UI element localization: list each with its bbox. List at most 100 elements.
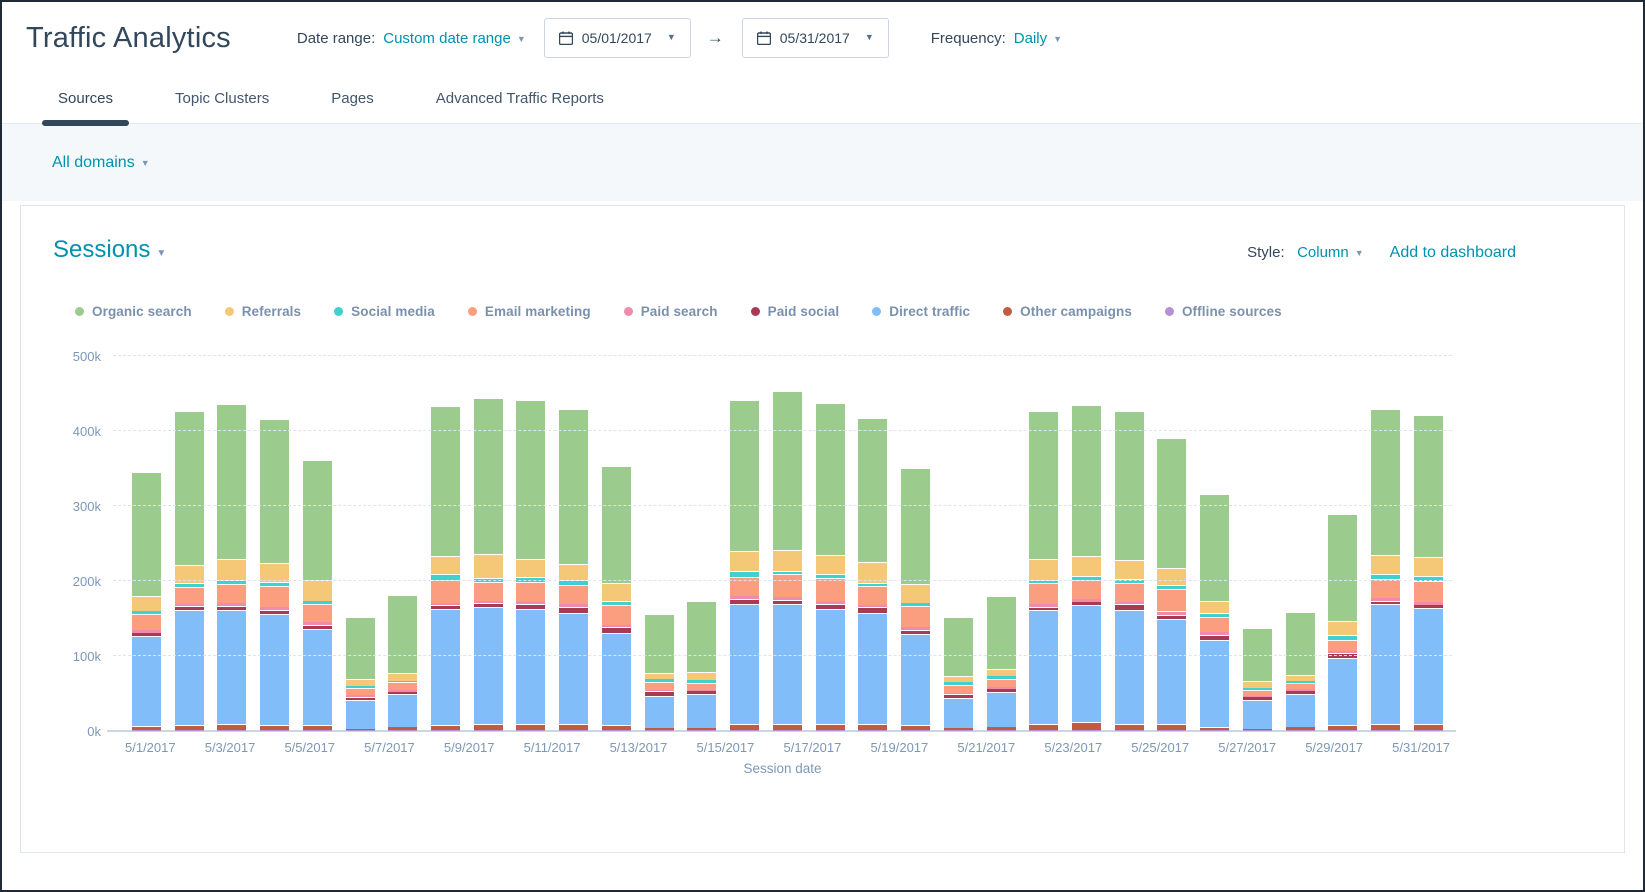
stacked-bar-5/22/2017[interactable] (1029, 410, 1059, 731)
bar-segment-paid-search (1242, 695, 1272, 698)
legend-item-other-campaigns[interactable]: Other campaigns (1003, 304, 1132, 319)
legend-item-direct-traffic[interactable]: Direct traffic (872, 304, 970, 319)
stacked-bar-5/15/2017[interactable] (730, 400, 760, 731)
stacked-bar-5/21/2017[interactable] (986, 596, 1016, 731)
stacked-bar-5/25/2017[interactable] (1157, 437, 1187, 731)
stacked-bar-5/26/2017[interactable] (1200, 494, 1230, 731)
bar-segment-direct-traffic (730, 603, 760, 725)
stacked-bar-5/28/2017[interactable] (1285, 611, 1315, 731)
stacked-bar-5/12/2017[interactable] (601, 466, 631, 731)
stacked-bar-5/17/2017[interactable] (815, 402, 845, 731)
stacked-bar-5/7/2017[interactable] (388, 595, 418, 731)
stacked-bar-5/8/2017[interactable] (431, 406, 460, 731)
bar-segment-offline-sources (986, 730, 1016, 731)
bar-segment-organic-search (1413, 415, 1443, 557)
legend-item-organic-search[interactable]: Organic search (75, 304, 192, 319)
sessions-chart: 0k 100k 200k 300k 400k 500k 5/1/2017 5/3/2017 5… (73, 337, 1456, 776)
stacked-bar-5/24/2017[interactable] (1114, 410, 1144, 731)
bar-segment-social-media (131, 611, 161, 614)
bar-segment-offline-sources (260, 730, 290, 731)
stacked-bar-5/6/2017[interactable] (345, 617, 375, 731)
bar-segment-paid-search (687, 689, 717, 692)
date-range-dropdown[interactable]: Custom date range ▼ (383, 30, 526, 47)
stacked-bar-5/19/2017[interactable] (901, 467, 931, 731)
style-dropdown[interactable]: Column ▼ (1297, 244, 1364, 261)
x-tick-label (1015, 740, 1044, 755)
stacked-bar-5/2/2017[interactable] (174, 410, 204, 731)
bar-cell (809, 337, 852, 731)
x-tick-label: 5/31/2017 (1392, 740, 1450, 755)
x-tick-label: 5/21/2017 (957, 740, 1016, 755)
sessions-metric-dropdown[interactable]: Sessions ▼ (53, 236, 166, 264)
bar-segment-offline-sources (302, 730, 332, 731)
legend-item-referrals[interactable]: Referrals (224, 304, 301, 319)
bar-segment-referrals (901, 584, 931, 603)
all-domains-dropdown[interactable]: All domains ▼ (52, 154, 150, 172)
bar-segment-email-marketing (687, 683, 717, 690)
bar-segment-paid-search (986, 686, 1016, 689)
legend-item-paid-search[interactable]: Paid search (623, 304, 718, 319)
stacked-bar-5/14/2017[interactable] (687, 601, 717, 731)
bar-segment-paid-search (901, 626, 931, 630)
y-tick-label: 200k (72, 574, 101, 589)
stacked-bar-5/13/2017[interactable] (644, 614, 674, 731)
bar-segment-paid-social (644, 691, 674, 696)
bar-segment-referrals (1029, 558, 1059, 580)
bar-segment-referrals (687, 671, 717, 680)
bar-segment-other-campaigns (1371, 723, 1401, 731)
all-domains-value: All domains (52, 153, 135, 171)
bar-segment-organic-search (131, 471, 161, 596)
legend-item-paid-social[interactable]: Paid social (750, 304, 840, 319)
bar-segment-email-marketing (345, 688, 375, 695)
bar-segment-paid-social (730, 599, 760, 604)
start-date-picker[interactable]: 05/01/2017 ▼ (543, 18, 691, 58)
chart-plot-area: 0k 100k 200k 300k 400k 500k (73, 337, 1456, 739)
bar-cell (510, 337, 553, 731)
tab-advanced-traffic-reports[interactable]: Advanced Traffic Reports (435, 90, 604, 107)
x-tick-label (1363, 740, 1392, 755)
legend-label: Offline sources (1181, 304, 1282, 319)
tab-pages[interactable]: Pages (331, 90, 374, 107)
stacked-bar-5/4/2017[interactable] (260, 419, 290, 731)
bar-cell (894, 337, 937, 731)
bar-segment-referrals (772, 550, 802, 571)
legend-item-offline-sources[interactable]: Offline sources (1164, 304, 1282, 319)
stacked-bar-5/5/2017[interactable] (302, 459, 332, 731)
stacked-bar-5/31/2017[interactable] (1413, 415, 1443, 731)
stacked-bar-5/16/2017[interactable] (772, 390, 802, 731)
stacked-bar-5/11/2017[interactable] (559, 408, 589, 731)
bar-segment-other-campaigns (730, 724, 760, 731)
tab-topic-clusters[interactable]: Topic Clusters (175, 90, 270, 107)
tab-sources[interactable]: Sources (41, 82, 130, 126)
bar-segment-referrals (815, 554, 845, 574)
bar-segment-email-marketing (131, 614, 161, 630)
stacked-bar-5/30/2017[interactable] (1371, 409, 1401, 731)
bar-segment-organic-search (772, 390, 802, 551)
frequency-label: Frequency: (930, 29, 1006, 47)
bar-segment-offline-sources (345, 730, 375, 731)
bar-segment-social-media (1157, 584, 1187, 590)
stacked-bar-5/18/2017[interactable] (858, 417, 888, 731)
bar-segment-social-media (260, 581, 290, 587)
stacked-bar-5/3/2017[interactable] (217, 404, 247, 731)
end-date-picker[interactable]: 05/31/2017 ▼ (741, 18, 889, 58)
bar-segment-social-media (687, 680, 717, 683)
legend-item-social-media[interactable]: Social media (334, 304, 435, 319)
x-axis-labels: 5/1/2017 5/3/2017 5/5/2017 5/7/2017 5/9/2017… (113, 740, 1452, 755)
legend-dot-icon (623, 307, 633, 316)
x-tick-label: 5/1/2017 (125, 740, 176, 755)
stacked-bar-5/27/2017[interactable] (1242, 628, 1272, 731)
add-to-dashboard-link[interactable]: Add to dashboard (1389, 244, 1516, 261)
stacked-bar-5/20/2017[interactable] (943, 617, 973, 731)
stacked-bar-5/23/2017[interactable] (1072, 404, 1102, 731)
bar-segment-other-campaigns (260, 725, 290, 731)
stacked-bar-5/1/2017[interactable] (131, 471, 161, 731)
bar-segment-email-marketing (1285, 683, 1315, 689)
stacked-bar-5/9/2017[interactable] (473, 398, 503, 731)
bar-segment-referrals (1371, 554, 1401, 575)
frequency-dropdown[interactable]: Daily ▼ (1014, 30, 1062, 47)
bar-cell (766, 337, 809, 731)
stacked-bar-5/10/2017[interactable] (516, 400, 546, 731)
legend-item-email-marketing[interactable]: Email marketing (467, 304, 591, 319)
stacked-bar-5/29/2017[interactable] (1328, 514, 1358, 731)
